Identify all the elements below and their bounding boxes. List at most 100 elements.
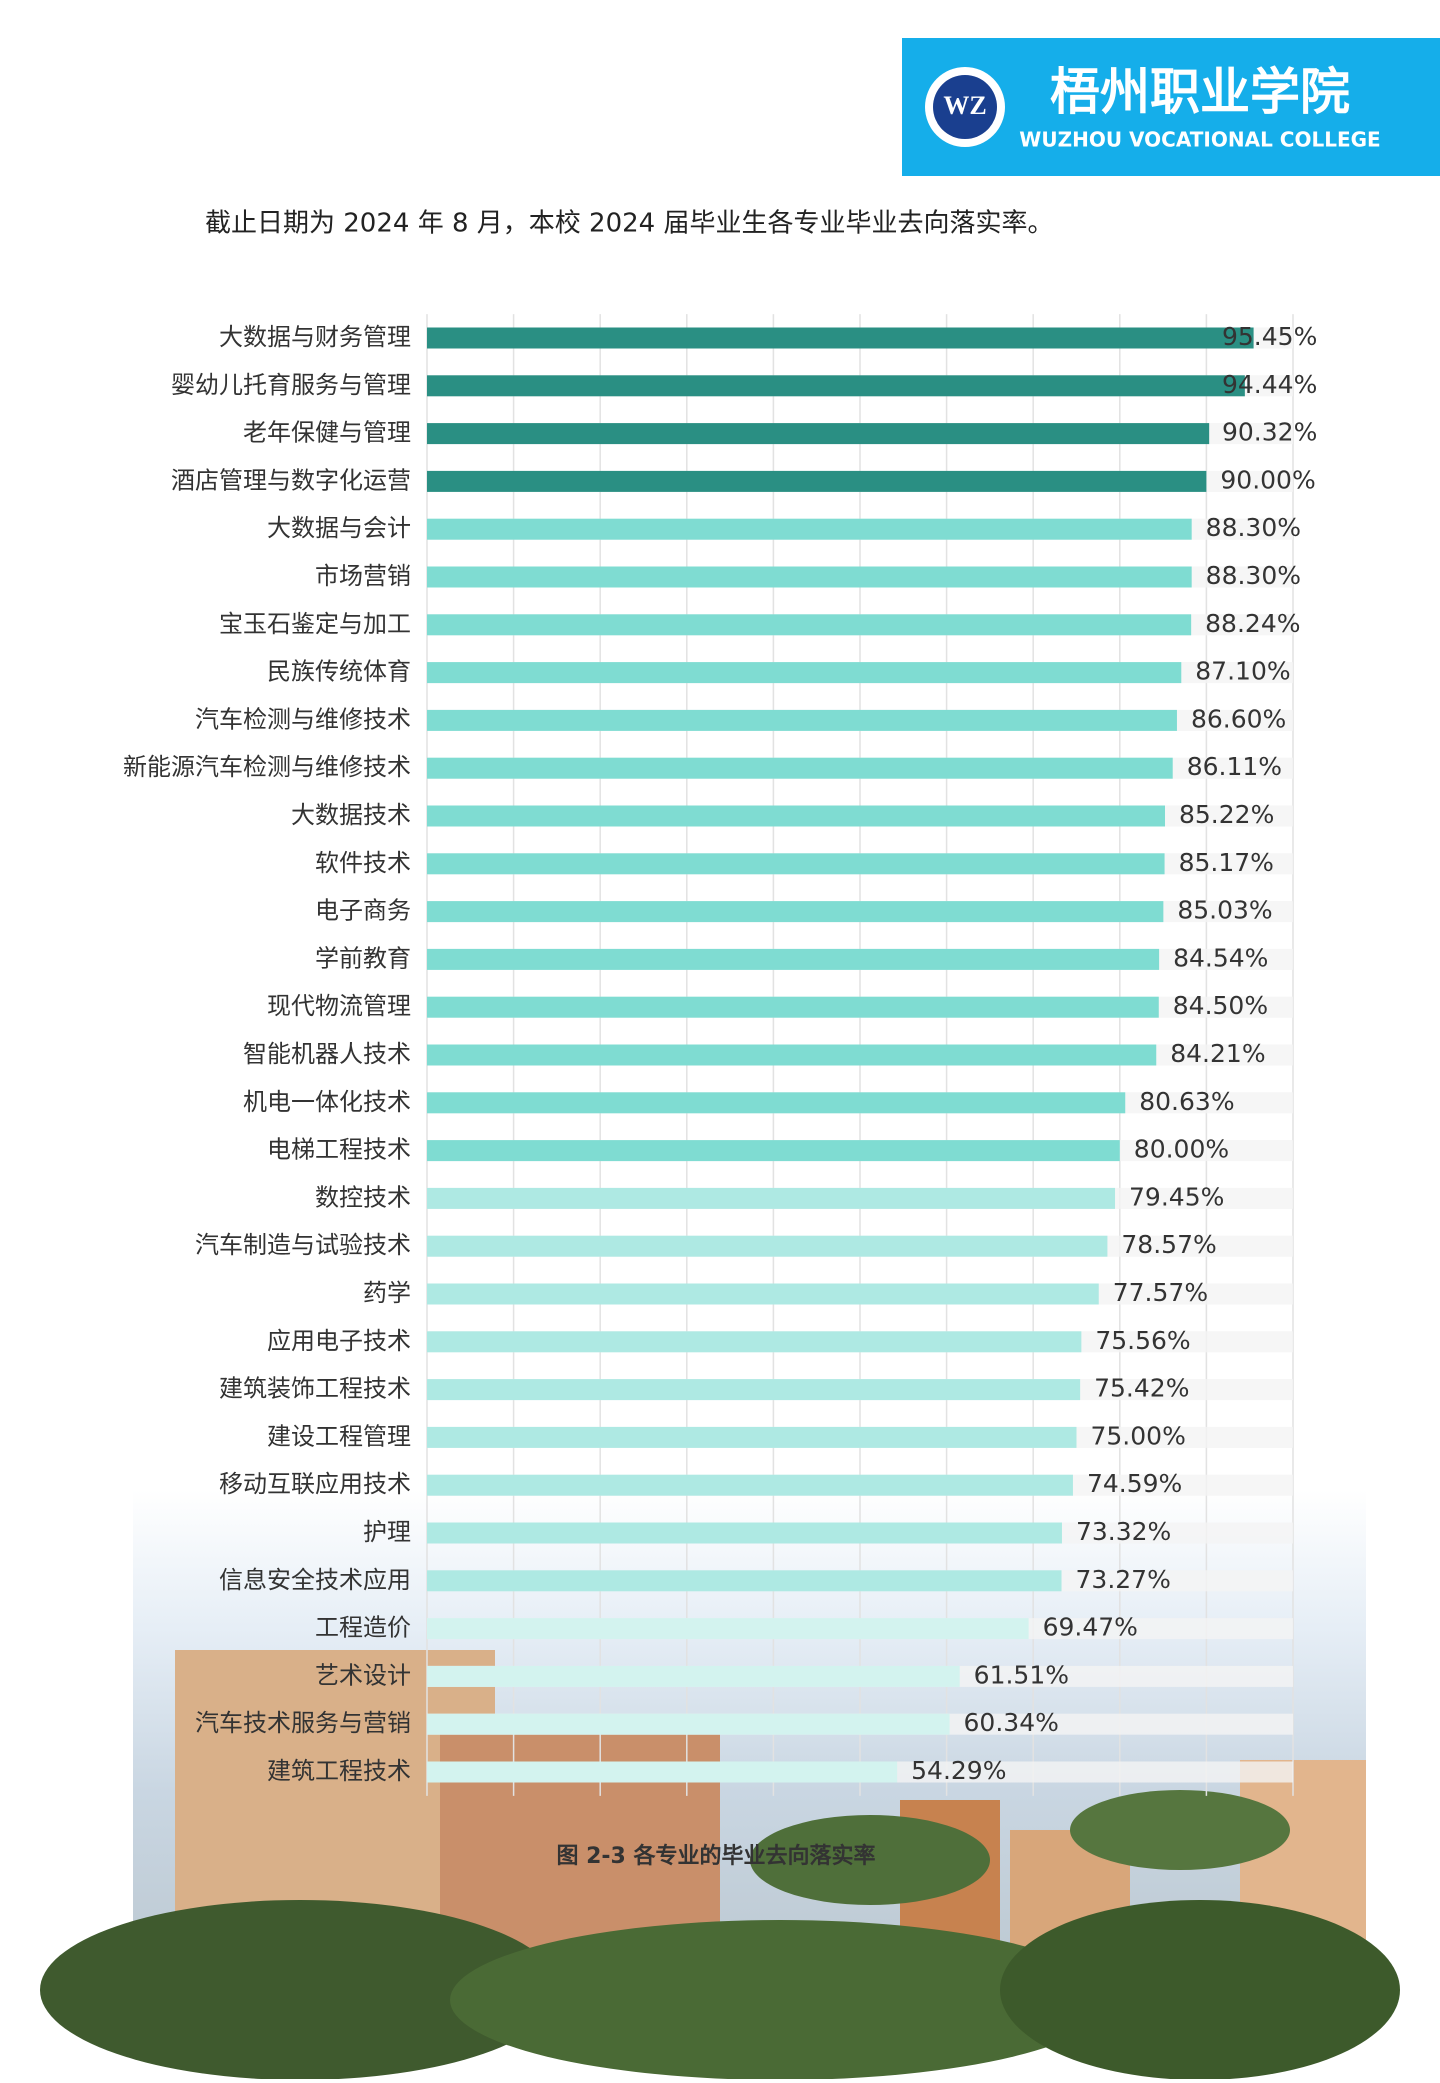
value-label: 84.54% — [1173, 943, 1268, 972]
category-label: 药学 — [363, 1279, 411, 1307]
bar — [427, 757, 1173, 779]
bar — [427, 1474, 1073, 1496]
value-label: 74.59% — [1087, 1469, 1182, 1498]
category-label: 宝玉石鉴定与加工 — [219, 610, 411, 638]
bar — [427, 1331, 1082, 1353]
bar — [427, 1235, 1108, 1257]
value-label: 94.44% — [1222, 370, 1317, 399]
category-label: 建筑装饰工程技术 — [219, 1375, 411, 1403]
bar — [427, 1044, 1157, 1066]
value-label: 75.42% — [1094, 1374, 1189, 1403]
value-label: 88.30% — [1206, 561, 1301, 590]
bar — [427, 709, 1177, 731]
value-label: 95.45% — [1222, 322, 1317, 351]
category-label: 大数据与会计 — [267, 514, 411, 542]
value-label: 84.50% — [1173, 991, 1268, 1020]
chart-caption: 图 2-3 各专业的毕业去向落实率 — [556, 1843, 875, 1869]
bar — [427, 1283, 1099, 1305]
bar — [427, 566, 1192, 588]
bar — [427, 1761, 898, 1783]
category-label: 汽车技术服务与营销 — [195, 1709, 411, 1737]
value-label: 54.29% — [911, 1756, 1006, 1785]
logo-mark: WZ — [943, 91, 986, 120]
bar — [427, 1092, 1126, 1114]
category-label: 酒店管理与数字化运营 — [171, 466, 411, 494]
value-label: 88.30% — [1206, 513, 1301, 542]
category-label: 工程造价 — [315, 1614, 411, 1642]
value-label: 73.27% — [1076, 1565, 1171, 1594]
bar — [427, 1140, 1120, 1162]
value-label: 88.24% — [1205, 609, 1300, 638]
value-label: 78.57% — [1121, 1230, 1216, 1259]
bar — [427, 327, 1254, 349]
college-name-cn: 梧州职业学院 — [1050, 62, 1350, 121]
category-label: 大数据技术 — [291, 801, 411, 829]
category-label: 智能机器人技术 — [243, 1040, 411, 1068]
category-label: 现代物流管理 — [267, 992, 411, 1020]
bar — [427, 948, 1160, 970]
category-label: 大数据与财务管理 — [219, 323, 411, 351]
bar — [427, 662, 1182, 684]
bar — [427, 1522, 1062, 1544]
value-label: 84.21% — [1170, 1039, 1265, 1068]
category-label: 学前教育 — [315, 944, 411, 972]
category-label: 护理 — [363, 1518, 411, 1546]
bar — [427, 1379, 1081, 1401]
bar — [427, 1713, 950, 1735]
bar — [427, 375, 1245, 397]
bar — [427, 805, 1166, 827]
value-label: 90.00% — [1220, 465, 1315, 494]
category-label: 建筑工程技术 — [267, 1757, 411, 1785]
value-label: 86.11% — [1187, 752, 1282, 781]
value-label: 79.45% — [1129, 1182, 1224, 1211]
category-label: 民族传统体育 — [267, 658, 411, 686]
bar — [427, 1665, 960, 1687]
bar — [427, 423, 1210, 445]
value-label: 87.10% — [1195, 657, 1290, 686]
value-label: 60.34% — [964, 1708, 1059, 1737]
category-label: 机电一体化技术 — [243, 1088, 411, 1116]
bar — [427, 1187, 1116, 1209]
category-label: 婴幼儿托育服务与管理 — [171, 371, 411, 399]
bar — [427, 853, 1165, 875]
category-label: 建设工程管理 — [267, 1422, 411, 1450]
bar — [427, 1618, 1029, 1640]
bar — [427, 1570, 1062, 1592]
intro-text: 截止日期为 2024 年 8 月，本校 2024 届毕业生各专业毕业去向落实率。 — [205, 209, 1053, 239]
bar — [427, 518, 1192, 540]
category-label: 汽车检测与维修技术 — [195, 705, 411, 733]
value-label: 85.22% — [1179, 800, 1274, 829]
category-label: 艺术设计 — [315, 1661, 411, 1689]
category-label: 电梯工程技术 — [267, 1136, 411, 1164]
category-label: 信息安全技术应用 — [219, 1566, 411, 1594]
value-label: 77.57% — [1113, 1278, 1208, 1307]
college-name-en: WUZHOU VOCATIONAL COLLEGE — [1019, 128, 1380, 152]
category-label: 电子商务 — [315, 897, 411, 925]
category-label: 老年保健与管理 — [243, 419, 411, 447]
category-label: 新能源汽车检测与维修技术 — [123, 753, 411, 781]
value-label: 80.63% — [1139, 1087, 1234, 1116]
value-label: 85.17% — [1179, 848, 1274, 877]
value-label: 73.32% — [1076, 1517, 1171, 1546]
category-label: 软件技术 — [315, 849, 411, 877]
category-label: 应用电子技术 — [267, 1327, 411, 1355]
value-label: 90.32% — [1222, 418, 1317, 447]
value-label: 61.51% — [974, 1660, 1069, 1689]
header-logo: WZ 梧州职业学院 WUZHOU VOCATIONAL COLLEGE — [902, 38, 1440, 176]
value-label: 80.00% — [1134, 1135, 1229, 1164]
bar — [427, 614, 1192, 636]
value-label: 75.00% — [1091, 1421, 1186, 1450]
bar — [427, 470, 1207, 492]
category-label: 移动互联应用技术 — [219, 1470, 411, 1498]
value-label: 85.03% — [1177, 896, 1272, 925]
bar — [427, 1426, 1077, 1448]
category-label: 市场营销 — [315, 562, 411, 590]
bar — [427, 996, 1159, 1018]
category-label: 汽车制造与试验技术 — [195, 1231, 411, 1259]
value-label: 69.47% — [1043, 1613, 1138, 1642]
bar — [427, 901, 1164, 923]
value-label: 75.56% — [1095, 1326, 1190, 1355]
category-label: 数控技术 — [315, 1183, 411, 1211]
value-label: 86.60% — [1191, 704, 1286, 733]
